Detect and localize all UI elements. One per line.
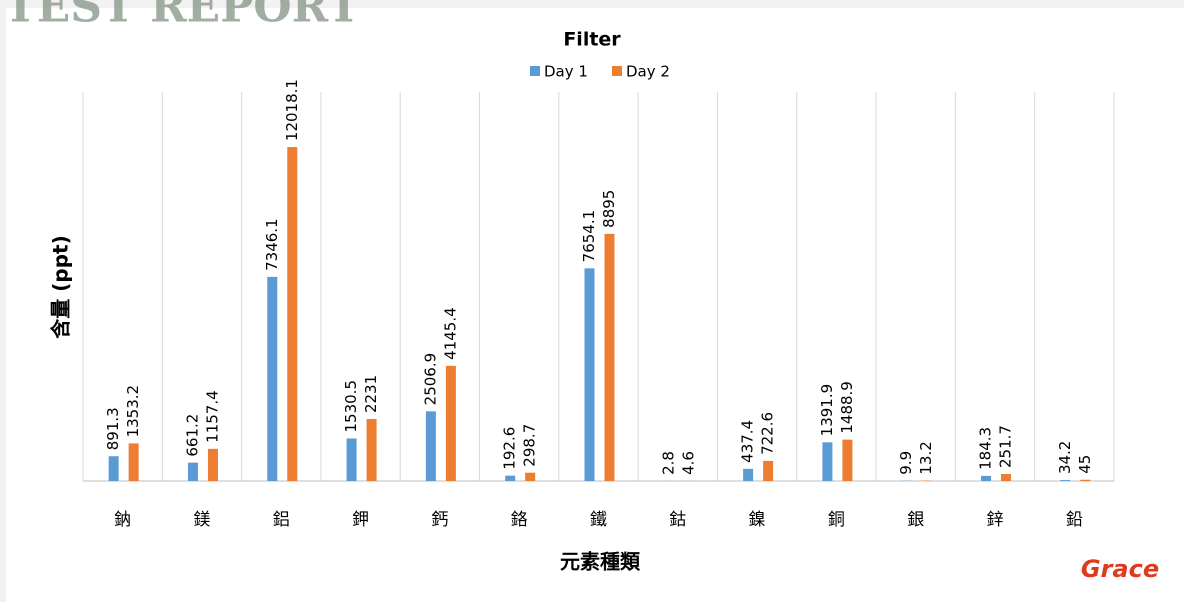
data-label: 12018.1	[283, 79, 301, 141]
x-tick-label: 鈷	[669, 510, 686, 530]
bar	[505, 475, 516, 481]
x-tick-label: 鋅	[987, 510, 1004, 530]
data-label: 2.8	[659, 451, 677, 475]
bar	[981, 475, 992, 481]
data-label: 661.2	[183, 414, 201, 457]
x-tick-label: 鋁	[273, 510, 290, 530]
x-axis-label: 元素種類	[560, 550, 641, 574]
data-label: 2231	[362, 375, 380, 413]
bar	[1001, 474, 1012, 481]
bar	[584, 268, 595, 481]
bar	[108, 456, 119, 481]
chart-title: Filter	[563, 29, 621, 51]
bar	[346, 438, 357, 481]
y-axis-label: 含量 (ppt)	[49, 235, 73, 338]
bar	[128, 443, 139, 481]
logo: Grace	[1081, 555, 1159, 583]
legend-swatch	[530, 66, 540, 76]
data-label: 34.2	[1056, 441, 1074, 474]
data-label: 722.6	[759, 412, 777, 455]
data-label: 1530.5	[342, 380, 360, 433]
data-label: 4.6	[679, 451, 697, 475]
bar	[743, 468, 754, 481]
data-label: 298.7	[521, 424, 539, 467]
bar	[425, 411, 436, 481]
x-tick-label: 鉻	[511, 510, 528, 530]
x-tick-label: 鈉	[114, 510, 131, 530]
data-label: 7346.1	[263, 218, 281, 271]
data-label: 1353.2	[124, 385, 142, 438]
bar	[187, 462, 198, 481]
x-tick-label: 鎂	[193, 510, 210, 530]
bar	[1080, 479, 1091, 481]
bar	[763, 460, 774, 481]
bar	[267, 276, 278, 481]
data-label: 8895	[600, 190, 618, 228]
data-label: 2506.9	[421, 353, 439, 406]
data-label: 1157.4	[203, 390, 221, 443]
data-label: 4145.4	[441, 307, 459, 360]
data-label: 45	[1076, 455, 1094, 474]
x-tick-label: 銅	[828, 510, 845, 530]
bar	[1060, 480, 1071, 481]
data-label: 192.6	[501, 427, 519, 470]
x-tick-label: 鎳	[749, 510, 766, 530]
x-tick-label: 鐵	[590, 510, 607, 530]
data-label: 1391.9	[818, 384, 836, 437]
data-label: 7654.1	[580, 210, 598, 263]
chart-area	[6, 8, 1184, 602]
bar	[842, 439, 853, 481]
data-label: 1488.9	[838, 381, 856, 434]
bar	[207, 448, 218, 481]
bar	[366, 419, 377, 481]
data-label: 13.2	[917, 441, 935, 474]
data-label: 891.3	[104, 407, 122, 450]
legend-label: Day 2	[626, 63, 670, 81]
data-label: 437.4	[739, 420, 757, 463]
x-tick-label: 鉀	[352, 510, 369, 530]
bar	[445, 365, 456, 481]
data-label: 251.7	[997, 425, 1015, 468]
x-tick-label: 鈣	[431, 510, 448, 530]
bar	[822, 442, 833, 481]
x-tick-label: 銀	[907, 510, 924, 530]
x-tick-label: 鉛	[1066, 510, 1083, 530]
legend-swatch	[612, 66, 622, 76]
bar	[287, 147, 298, 481]
watermark: TEST REPORT	[4, 0, 360, 33]
legend-label: Day 1	[544, 63, 588, 81]
data-label: 9.9	[897, 451, 915, 475]
bar	[604, 233, 615, 481]
bar	[525, 472, 536, 481]
data-label: 184.3	[977, 427, 995, 470]
